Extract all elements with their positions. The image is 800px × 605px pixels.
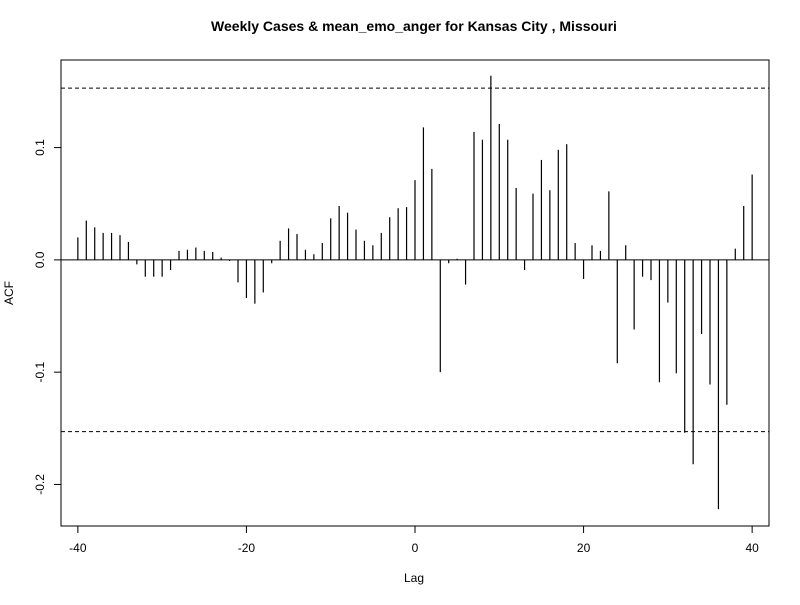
y-tick-label: 0.0	[33, 251, 47, 268]
chart-title: Weekly Cases & mean_emo_anger for Kansas…	[211, 18, 617, 34]
y-axis-label: ACF	[2, 281, 16, 305]
y-tick-label: -0.1	[33, 362, 47, 383]
x-tick-label: 20	[577, 541, 591, 555]
x-tick-label: 40	[745, 541, 759, 555]
x-tick-label: 0	[412, 541, 419, 555]
y-tick-label: 0.1	[33, 139, 47, 156]
x-axis: -40 -20 0 20 40	[69, 525, 759, 555]
plot-area-border	[60, 59, 770, 527]
acf-bars	[77, 75, 753, 510]
y-tick-label: -0.2	[33, 474, 47, 495]
x-tick-label: -40	[69, 541, 87, 555]
confidence-bounds	[61, 87, 769, 433]
y-axis: -0.2 -0.1 0.0 0.1	[33, 139, 62, 495]
x-tick-label: -20	[238, 541, 256, 555]
x-axis-label: Lag	[404, 571, 424, 585]
